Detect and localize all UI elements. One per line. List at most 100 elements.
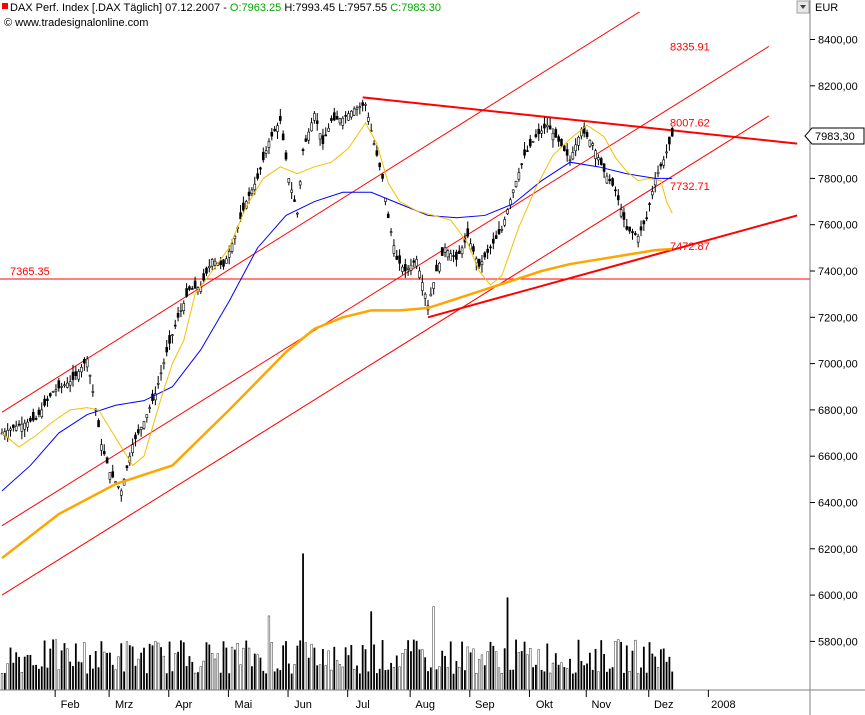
volume-bar bbox=[111, 664, 114, 690]
volume-bar bbox=[549, 672, 552, 690]
volume-bar bbox=[69, 661, 72, 690]
candle-body bbox=[23, 422, 27, 430]
candle-body bbox=[438, 262, 441, 272]
candle-body bbox=[71, 371, 75, 381]
candle-body bbox=[145, 414, 149, 419]
candle-body bbox=[230, 243, 234, 252]
volume-bar bbox=[566, 668, 569, 690]
volume-bar bbox=[418, 649, 421, 690]
candle-body bbox=[156, 382, 160, 385]
candle-body bbox=[548, 125, 552, 130]
volume-bar bbox=[378, 668, 381, 690]
time-tick-label: Sep bbox=[475, 699, 495, 711]
candle-body bbox=[185, 288, 188, 297]
time-tick-label: Aug bbox=[415, 699, 435, 711]
volume-bar bbox=[611, 667, 614, 690]
candle-body bbox=[588, 139, 592, 147]
candle-body bbox=[429, 293, 433, 297]
time-tick-label: Nov bbox=[591, 699, 611, 711]
volume-bar bbox=[438, 666, 441, 690]
volume-bar bbox=[63, 643, 66, 690]
level-label: 8007.62 bbox=[670, 117, 710, 129]
volume-bar bbox=[654, 656, 657, 690]
volume-bar bbox=[617, 639, 620, 690]
volume-bar bbox=[472, 648, 475, 690]
volume-bar bbox=[171, 671, 174, 690]
volume-bar bbox=[659, 649, 662, 690]
volume-bar bbox=[86, 673, 89, 690]
volume-bar bbox=[412, 639, 415, 690]
volume-bar bbox=[137, 658, 140, 690]
candle-body bbox=[656, 171, 660, 175]
candle-body bbox=[457, 250, 461, 254]
candle-body bbox=[88, 374, 92, 377]
volume-bar bbox=[140, 652, 143, 690]
candle-body bbox=[480, 261, 484, 266]
candle-body bbox=[57, 380, 61, 389]
volume-bar bbox=[180, 640, 182, 690]
time-tick-label: Dez bbox=[654, 699, 674, 711]
price-tick-label: 6800,00 bbox=[818, 405, 858, 417]
volume-bar bbox=[330, 669, 333, 690]
volume-bar bbox=[106, 652, 108, 690]
candle-body bbox=[563, 145, 566, 151]
candle-body bbox=[279, 116, 282, 121]
volume-bar bbox=[480, 654, 484, 690]
candle-body bbox=[119, 490, 123, 496]
candle-body bbox=[418, 270, 421, 278]
volume-bar bbox=[364, 649, 367, 690]
volume-bar bbox=[506, 597, 509, 690]
candle-body bbox=[341, 117, 345, 126]
volume-bar bbox=[322, 649, 324, 690]
candle-body bbox=[332, 112, 336, 121]
price-tick-label: 6400,00 bbox=[818, 498, 858, 510]
chart-header: DAX Perf. Index [.DAX Täglich] 07.12.200… bbox=[2, 0, 838, 29]
volume-bar bbox=[435, 669, 438, 690]
candle-body bbox=[378, 162, 382, 168]
candle-body bbox=[51, 391, 55, 393]
volume-bar bbox=[293, 664, 296, 690]
volume-bar bbox=[384, 670, 387, 690]
candle-body bbox=[477, 258, 481, 267]
volume-bar bbox=[103, 651, 106, 690]
scroll-arrow-icon[interactable] bbox=[796, 0, 810, 14]
volume-bar bbox=[671, 671, 674, 690]
candle-body bbox=[375, 150, 379, 156]
candle-body bbox=[517, 172, 521, 180]
volume-bar bbox=[497, 667, 501, 690]
candle-body bbox=[358, 106, 362, 108]
volume-bar bbox=[154, 641, 157, 690]
volume-bar bbox=[225, 647, 228, 690]
volume-bar bbox=[600, 640, 603, 690]
volume-bar bbox=[327, 650, 330, 690]
candle-body bbox=[492, 238, 495, 244]
volume-bar bbox=[455, 660, 458, 690]
candle-body bbox=[324, 134, 328, 137]
candle-body bbox=[486, 248, 489, 253]
volume-bar bbox=[410, 651, 412, 690]
candle-body bbox=[577, 137, 580, 146]
volume-bar bbox=[145, 673, 148, 690]
close-value: C:7983.30 bbox=[390, 2, 441, 14]
volume-bar bbox=[620, 642, 623, 690]
volume-bar bbox=[134, 665, 137, 690]
volume-bar bbox=[623, 672, 625, 690]
candle-body bbox=[261, 152, 265, 161]
volume-bar bbox=[185, 666, 188, 690]
volume-bar bbox=[441, 650, 444, 690]
candle-body bbox=[125, 465, 129, 469]
volume-bar bbox=[46, 667, 49, 690]
candle-body bbox=[537, 128, 541, 135]
volume-bar bbox=[205, 642, 208, 690]
volume-bar bbox=[407, 640, 410, 690]
volume-bar bbox=[517, 652, 520, 690]
volume-bar bbox=[503, 648, 506, 690]
candle-body bbox=[557, 136, 560, 142]
candle-body bbox=[554, 129, 558, 138]
volume-bar bbox=[634, 639, 637, 690]
volume-bar bbox=[60, 650, 63, 690]
volume-bar bbox=[247, 647, 251, 690]
volume-bar bbox=[256, 654, 259, 690]
candle-body bbox=[597, 157, 600, 161]
